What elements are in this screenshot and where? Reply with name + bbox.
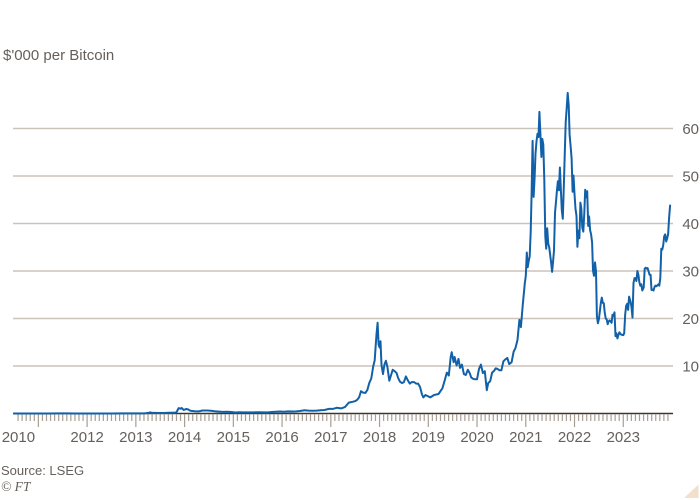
ft-credit: © FT (1, 479, 31, 494)
corner-flourish-icon (684, 484, 699, 498)
x-axis-tick-label: 2015 (217, 429, 250, 446)
y-axis-tick-label: 10 (682, 359, 699, 376)
chart-subtitle: $'000 per Bitcoin (3, 47, 115, 64)
y-axis-tick-label: 60 (682, 121, 699, 138)
x-axis-tick-label: 2010 (2, 429, 35, 446)
x-axis-tick-label: 2021 (509, 429, 542, 446)
y-axis-tick-label: 20 (682, 311, 699, 328)
y-axis-tick-label: 50 (682, 169, 699, 186)
x-axis-tick-label: 2013 (119, 429, 152, 446)
price-line (13, 91, 672, 415)
y-axis-tick-label: 30 (682, 264, 699, 281)
x-axis-tick-label: 2020 (460, 429, 493, 446)
y-axis-tick-label: 40 (682, 216, 699, 233)
x-axis-tick-label: 2022 (558, 429, 591, 446)
x-axis-tick-label: 2016 (265, 429, 298, 446)
x-axis-tick-label: 2012 (70, 429, 103, 446)
x-axis-tick-label: 2017 (314, 429, 347, 446)
x-axis-tick-label: 2019 (412, 429, 445, 446)
x-axis-tick-label: 2014 (168, 429, 201, 446)
source-label: Source: LSEG (1, 463, 85, 478)
x-axis-tick-label: 2023 (607, 429, 640, 446)
x-axis-tick-label: 2018 (363, 429, 396, 446)
